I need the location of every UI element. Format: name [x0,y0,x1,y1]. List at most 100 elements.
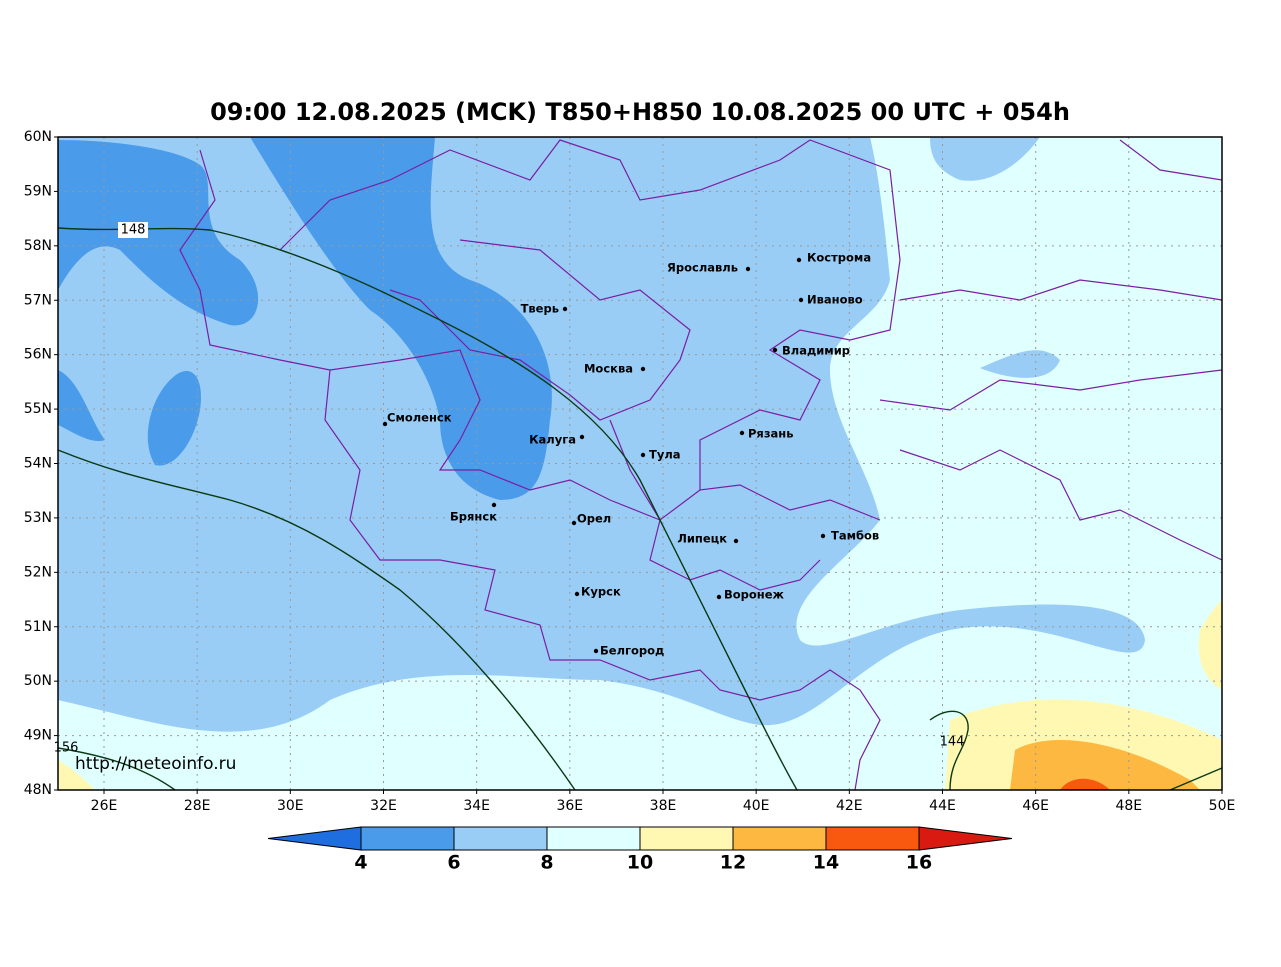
lat-label: 59N [24,183,52,199]
city-dot [716,594,722,600]
field-4-6 [147,371,201,466]
lon-label: 40E [743,798,770,814]
city-label: Брянск [450,510,497,524]
lon-label: 30E [277,798,304,814]
colorbar: 4 6 8 10 12 14 16 [267,826,1013,874]
lon-label: 44E [929,798,956,814]
city-dot [640,452,646,458]
lat-label: 60N [24,129,52,145]
field-4-6 [58,370,105,442]
city-dot [745,266,751,272]
city-dot [820,533,826,539]
field-10-12 [1198,600,1222,690]
field-6-8 [930,137,1040,181]
city-dot [491,502,497,508]
field-14-16 [1060,778,1110,790]
city-dot [796,257,802,263]
contour-label: 144 [940,735,965,750]
grid [58,137,1222,790]
lon-label: 50E [1209,798,1236,814]
lon-label: 46E [1022,798,1049,814]
city-label: Липецк [677,532,727,546]
map-area [58,137,1222,790]
colorbar-label: 10 [627,852,653,874]
colorbar-box [732,826,827,851]
field-8-10 [58,137,1222,790]
field-12-14 [1010,740,1200,790]
city-dot [798,297,804,303]
city-label: Кострома [807,251,871,265]
city-dot [772,347,778,353]
lon-label: 42E [836,798,863,814]
colorbar-box [546,826,641,851]
city-label: Тамбов [831,529,879,543]
contour-148 [58,227,798,790]
colorbar-box [360,826,455,851]
lat-label: 58N [24,238,52,254]
lat-label: 48N [24,782,52,798]
lon-label: 26E [91,798,118,814]
colorbar-label: 12 [720,852,746,874]
contour-152 [58,449,576,790]
colorbar-label: 4 [354,852,367,874]
contour-label-box [118,222,148,238]
lon-label: 34E [463,798,490,814]
lon-label: 38E [650,798,677,814]
city-label: Рязань [748,427,793,441]
border [279,139,901,521]
city-label: Тверь [521,302,559,316]
colorbar-box [825,826,920,851]
border [179,149,881,790]
colorbar-label: 14 [813,852,839,874]
contour-156 [58,747,176,790]
city-dot [574,591,580,597]
contour-144 [929,710,1222,790]
city-dot [593,648,599,654]
lat-label: 55N [24,401,52,417]
city-label: Калуга [529,433,576,447]
lon-label: 32E [370,798,397,814]
city-label: Курск [581,585,621,599]
cities: Ярославль Кострома Иваново Тверь Владимир Мос… [382,251,879,658]
watermark: http://meteoinfo.ru [75,754,236,774]
field-6-8 [980,350,1060,378]
contours [58,227,1222,790]
colorbar-extend-low [267,826,362,851]
contour-label: 156 [54,741,79,756]
colorbar-label: 6 [447,852,460,874]
city-dot [562,306,568,312]
colorbar-label: 8 [540,852,553,874]
lat-label: 54N [24,456,52,472]
city-dot [739,430,745,436]
field-10-12 [58,760,95,790]
city-label: Владимир [782,344,850,358]
colorbar-box [639,826,734,851]
colorbar-box [453,826,548,851]
city-dot [382,421,388,427]
lat-label: 50N [24,673,52,689]
city-label: Воронеж [724,588,785,602]
field-4-6 [58,140,259,326]
city-label: Белгород [600,644,664,658]
city-dot [640,366,646,372]
colorbar-label: 16 [906,852,932,874]
contour-label: 148 [121,223,146,238]
lat-label: 51N [24,619,52,635]
city-label: Тула [649,448,681,462]
lat-label: 49N [24,728,52,744]
city-label: Иваново [807,293,863,307]
lon-label: 48E [1115,798,1142,814]
lat-label: 57N [24,292,52,308]
lat-label: 53N [24,510,52,526]
city-dot [733,538,739,544]
colorbar-extend-high [918,826,1013,851]
city-label: Ярославль [667,261,738,275]
city-label: Смоленск [387,411,452,425]
lon-label: 36E [556,798,583,814]
city-dot [579,434,585,440]
lon-label: 28E [184,798,211,814]
field-4-6 [250,137,552,500]
axes: 60N 59N 58N 57N 56N 55N 54N 53N 52N 51N 50N 49N 48N 2… [24,129,1236,814]
border [389,239,691,421]
